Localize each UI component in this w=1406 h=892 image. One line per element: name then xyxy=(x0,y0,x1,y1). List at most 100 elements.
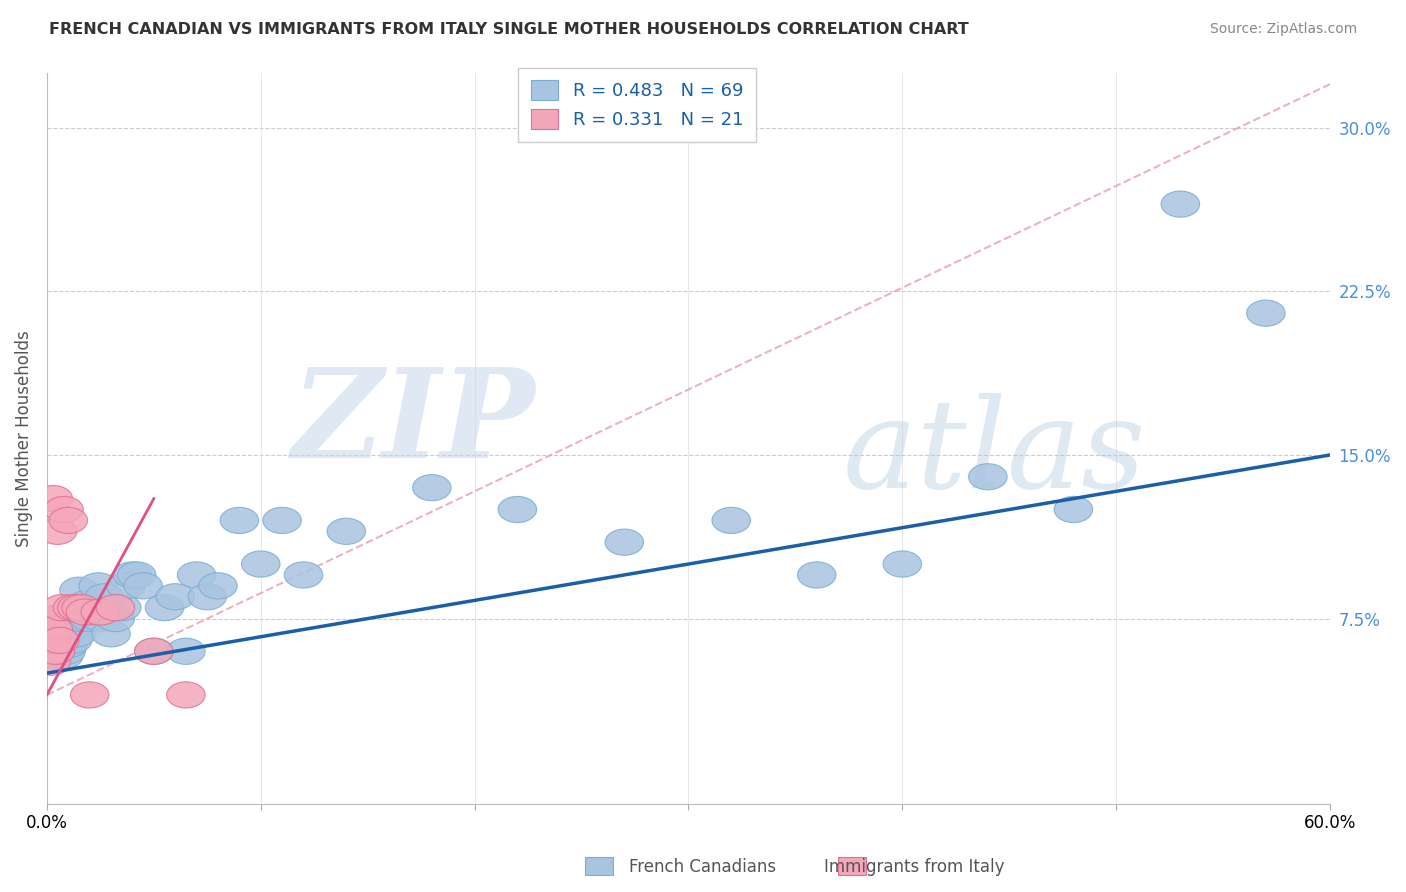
Ellipse shape xyxy=(284,562,323,588)
Ellipse shape xyxy=(62,595,100,621)
Ellipse shape xyxy=(969,464,1007,490)
Text: FRENCH CANADIAN VS IMMIGRANTS FROM ITALY SINGLE MOTHER HOUSEHOLDS CORRELATION CH: FRENCH CANADIAN VS IMMIGRANTS FROM ITALY… xyxy=(49,22,969,37)
Ellipse shape xyxy=(38,518,77,544)
Ellipse shape xyxy=(1054,497,1092,523)
Ellipse shape xyxy=(32,627,70,654)
Ellipse shape xyxy=(30,638,69,665)
Ellipse shape xyxy=(221,508,259,533)
Ellipse shape xyxy=(42,595,82,621)
Ellipse shape xyxy=(34,627,73,654)
FancyBboxPatch shape xyxy=(585,857,613,875)
Ellipse shape xyxy=(51,616,90,642)
Ellipse shape xyxy=(82,599,120,625)
Ellipse shape xyxy=(177,562,217,588)
Ellipse shape xyxy=(34,642,73,669)
Ellipse shape xyxy=(49,606,87,632)
Ellipse shape xyxy=(34,485,73,512)
Text: atlas: atlas xyxy=(842,392,1146,514)
Ellipse shape xyxy=(30,606,69,632)
Ellipse shape xyxy=(37,638,75,665)
Ellipse shape xyxy=(32,616,70,642)
Ellipse shape xyxy=(59,577,98,603)
Ellipse shape xyxy=(53,595,91,621)
Ellipse shape xyxy=(32,638,70,665)
Legend: R = 0.483   N = 69, R = 0.331   N = 21: R = 0.483 N = 69, R = 0.331 N = 21 xyxy=(519,68,756,142)
Ellipse shape xyxy=(55,612,94,638)
Ellipse shape xyxy=(711,508,751,533)
Ellipse shape xyxy=(135,638,173,665)
Ellipse shape xyxy=(242,551,280,577)
Ellipse shape xyxy=(46,612,86,638)
Ellipse shape xyxy=(30,627,69,654)
Ellipse shape xyxy=(91,621,131,647)
Ellipse shape xyxy=(96,595,135,621)
Ellipse shape xyxy=(38,621,77,647)
Ellipse shape xyxy=(42,627,82,654)
Ellipse shape xyxy=(45,642,83,669)
Ellipse shape xyxy=(135,638,173,665)
Ellipse shape xyxy=(167,638,205,665)
Ellipse shape xyxy=(328,518,366,544)
Ellipse shape xyxy=(66,599,104,625)
Ellipse shape xyxy=(30,621,69,647)
Ellipse shape xyxy=(41,616,79,642)
Ellipse shape xyxy=(62,606,100,632)
Text: French Canadians: French Canadians xyxy=(630,858,776,876)
Ellipse shape xyxy=(32,649,70,675)
Ellipse shape xyxy=(37,610,75,636)
Ellipse shape xyxy=(34,616,73,642)
Ellipse shape xyxy=(198,573,238,599)
Ellipse shape xyxy=(65,595,103,621)
Ellipse shape xyxy=(66,599,104,625)
Ellipse shape xyxy=(75,599,114,625)
Ellipse shape xyxy=(38,606,77,632)
Ellipse shape xyxy=(263,508,301,533)
Ellipse shape xyxy=(53,627,91,654)
Ellipse shape xyxy=(107,573,145,599)
Ellipse shape xyxy=(79,573,118,599)
Ellipse shape xyxy=(114,562,152,588)
Ellipse shape xyxy=(58,621,96,647)
Ellipse shape xyxy=(412,475,451,500)
Ellipse shape xyxy=(103,595,141,621)
Ellipse shape xyxy=(58,595,96,621)
FancyBboxPatch shape xyxy=(838,857,866,875)
Ellipse shape xyxy=(49,632,87,657)
Ellipse shape xyxy=(167,681,205,708)
Ellipse shape xyxy=(46,638,86,665)
Ellipse shape xyxy=(145,595,184,621)
Ellipse shape xyxy=(605,529,644,556)
Ellipse shape xyxy=(45,621,83,647)
Ellipse shape xyxy=(1161,191,1199,217)
Ellipse shape xyxy=(118,562,156,588)
Ellipse shape xyxy=(38,634,77,660)
Ellipse shape xyxy=(797,562,837,588)
Ellipse shape xyxy=(41,627,79,654)
Ellipse shape xyxy=(69,591,107,616)
Ellipse shape xyxy=(37,638,75,665)
Ellipse shape xyxy=(45,497,83,523)
Ellipse shape xyxy=(70,681,108,708)
Ellipse shape xyxy=(86,583,124,610)
Ellipse shape xyxy=(188,583,226,610)
Ellipse shape xyxy=(82,606,120,632)
Ellipse shape xyxy=(883,551,921,577)
Ellipse shape xyxy=(30,612,69,638)
Ellipse shape xyxy=(41,612,79,638)
Ellipse shape xyxy=(498,497,537,523)
Ellipse shape xyxy=(96,606,135,632)
Y-axis label: Single Mother Households: Single Mother Households xyxy=(15,330,32,547)
Ellipse shape xyxy=(41,632,79,657)
Ellipse shape xyxy=(70,606,108,632)
Ellipse shape xyxy=(34,616,73,642)
Text: Immigrants from Italy: Immigrants from Italy xyxy=(824,858,1004,876)
Ellipse shape xyxy=(1247,300,1285,326)
Ellipse shape xyxy=(156,583,194,610)
Ellipse shape xyxy=(49,508,87,533)
Ellipse shape xyxy=(32,606,70,632)
Text: Source: ZipAtlas.com: Source: ZipAtlas.com xyxy=(1209,22,1357,37)
Ellipse shape xyxy=(42,616,82,642)
Ellipse shape xyxy=(37,621,75,647)
Ellipse shape xyxy=(124,573,162,599)
Text: ZIP: ZIP xyxy=(291,363,534,484)
